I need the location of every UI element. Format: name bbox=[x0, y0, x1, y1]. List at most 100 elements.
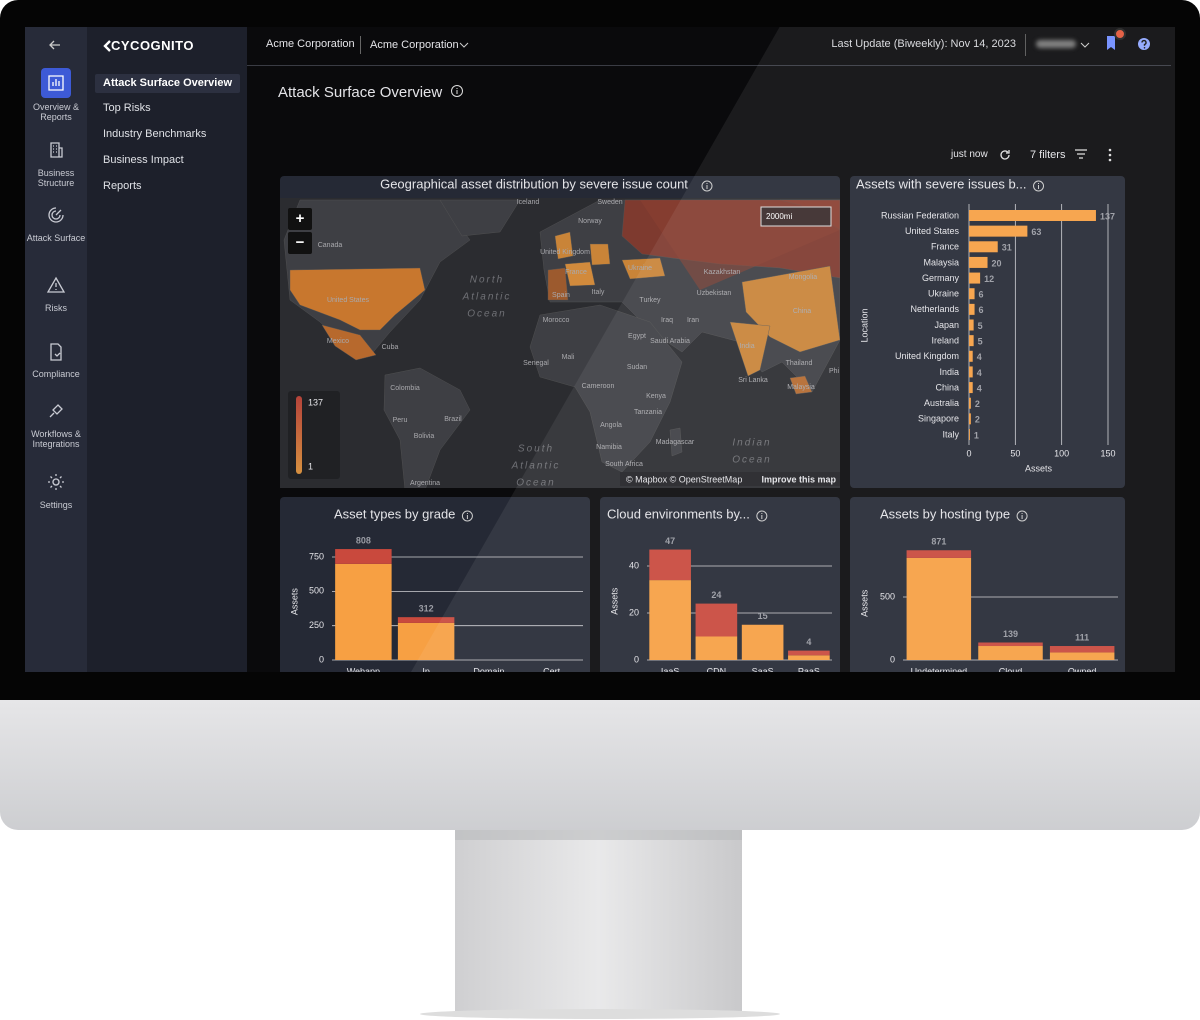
chart-title: Assets by hosting type bbox=[880, 506, 1010, 521]
icon-glyph bbox=[48, 207, 64, 223]
x-tick-label: Cert bbox=[543, 666, 561, 676]
attribution: © Mapbox © OpenStreetMap bbox=[626, 474, 742, 484]
page-title: Attack Surface Overview bbox=[278, 84, 464, 101]
y-tick-label: Ukraine bbox=[928, 289, 959, 299]
map-label: Malaysia bbox=[787, 384, 815, 391]
notifications[interactable] bbox=[1104, 26, 1130, 54]
bar bbox=[969, 413, 971, 425]
user-caret[interactable] bbox=[1080, 41, 1090, 49]
map-label: Sudan bbox=[627, 364, 647, 371]
improve-link[interactable]: Improve this map bbox=[761, 474, 836, 484]
refresh-button[interactable] bbox=[998, 148, 1012, 162]
total-label: 312 bbox=[419, 604, 434, 614]
user-name-blurred[interactable] bbox=[1036, 40, 1076, 48]
y-tick-label: 0 bbox=[634, 654, 639, 664]
x-tick-label: 100 bbox=[1054, 448, 1069, 458]
rail-icon[interactable] bbox=[46, 342, 66, 362]
info-icon[interactable] bbox=[450, 84, 464, 98]
y-tick-label: China bbox=[935, 382, 959, 392]
filter-icon[interactable] bbox=[1074, 148, 1088, 160]
rail-label[interactable]: Compliance bbox=[32, 369, 80, 379]
nav-item[interactable]: Industry Benchmarks bbox=[103, 128, 207, 140]
scale-label: 2000mi bbox=[766, 212, 792, 221]
dropdown-caret[interactable] bbox=[459, 41, 469, 49]
rail-label[interactable]: Risks bbox=[45, 303, 67, 313]
bar bbox=[969, 288, 975, 300]
y-tick-label: France bbox=[931, 242, 959, 252]
rail-label[interactable]: Settings bbox=[39, 500, 73, 510]
country bbox=[589, 243, 611, 266]
ocean-label: South bbox=[518, 444, 554, 455]
info-circle bbox=[461, 510, 473, 522]
map[interactable]: Geographical asset distribution by sever… bbox=[280, 176, 840, 488]
info-icon[interactable] bbox=[701, 180, 713, 192]
collapse-button[interactable] bbox=[47, 38, 63, 52]
info-icon[interactable] bbox=[461, 510, 473, 522]
x-tick-label: Domain bbox=[473, 666, 504, 676]
info-icon[interactable] bbox=[1016, 510, 1028, 522]
bar-segment bbox=[906, 557, 972, 660]
map-label: Brazil bbox=[444, 416, 462, 423]
map-label: United Kingdom bbox=[540, 249, 590, 256]
map-label: Colombia bbox=[390, 385, 420, 392]
help[interactable] bbox=[1137, 37, 1151, 51]
rail-icon[interactable] bbox=[46, 401, 66, 421]
data-label: 1 bbox=[974, 430, 979, 440]
scale-bar bbox=[760, 206, 832, 227]
y-tick-label: Germany bbox=[922, 273, 960, 283]
map-label: Kazakhstan bbox=[704, 269, 741, 276]
bar-segment bbox=[788, 650, 830, 656]
map-label: Iraq bbox=[661, 317, 673, 324]
info-circle bbox=[756, 510, 768, 522]
bar bbox=[969, 382, 973, 394]
icon-glyph bbox=[48, 75, 64, 91]
bar bbox=[969, 366, 973, 378]
nav-item[interactable]: Top Risks bbox=[103, 102, 151, 114]
filters-button[interactable]: 7 filters bbox=[1030, 149, 1066, 161]
rail-label[interactable]: Overview & Reports bbox=[32, 102, 79, 122]
logo: CYCOGNITO bbox=[111, 38, 194, 53]
info-icon[interactable] bbox=[1033, 180, 1045, 192]
rail-label[interactable]: Workflows & Integrations bbox=[31, 429, 81, 449]
bar-segment bbox=[978, 642, 1043, 647]
bar bbox=[969, 303, 975, 315]
chart: Assets by hosting type 0 500 871 Undetermine… bbox=[859, 506, 1118, 672]
map-label: Mexico bbox=[327, 338, 349, 345]
rail-icon[interactable] bbox=[46, 205, 66, 225]
total-label: 139 bbox=[1003, 629, 1018, 639]
country bbox=[289, 267, 426, 331]
country bbox=[321, 324, 377, 361]
rail-label[interactable]: Attack Surface bbox=[26, 233, 86, 243]
chart-title: Assets with severe issues b... bbox=[856, 176, 1027, 191]
icon-glyph bbox=[46, 276, 66, 293]
y-tick-label: Italy bbox=[942, 429, 959, 439]
bar bbox=[969, 272, 981, 284]
y-tick-label: 40 bbox=[629, 560, 639, 570]
nav-item[interactable]: Business Impact bbox=[103, 154, 184, 166]
zoom-button[interactable] bbox=[288, 232, 312, 254]
separator bbox=[1025, 34, 1026, 56]
chart-title: Asset types by grade bbox=[334, 506, 455, 521]
organization-select[interactable]: Acme Corporation bbox=[370, 39, 459, 51]
y-axis-label: Location bbox=[859, 308, 869, 342]
active-nav-highlight bbox=[95, 74, 240, 93]
rail-icon[interactable] bbox=[46, 472, 66, 492]
map-label: Iceland bbox=[517, 199, 540, 206]
data-label: 2 bbox=[975, 399, 980, 409]
rail-icon[interactable] bbox=[46, 140, 66, 160]
map-label: Sri Lanka bbox=[738, 377, 768, 384]
rail-icon[interactable] bbox=[46, 275, 66, 295]
rail-icon[interactable] bbox=[46, 73, 66, 93]
page-title-text: Attack Surface Overview bbox=[278, 84, 443, 101]
header-divider bbox=[247, 65, 1171, 66]
zoom-button[interactable] bbox=[288, 208, 312, 230]
info-icon[interactable] bbox=[756, 510, 768, 522]
logo-mark bbox=[103, 40, 111, 52]
nav-item[interactable]: Attack Surface Overview bbox=[103, 77, 233, 89]
map-label: Kenya bbox=[646, 393, 666, 400]
rail-label[interactable]: Business Structure bbox=[37, 168, 75, 188]
bar-segment bbox=[741, 624, 784, 660]
y-tick-label: 500 bbox=[309, 586, 324, 596]
nav-item[interactable]: Reports bbox=[103, 180, 142, 192]
more-menu[interactable] bbox=[1106, 148, 1114, 162]
